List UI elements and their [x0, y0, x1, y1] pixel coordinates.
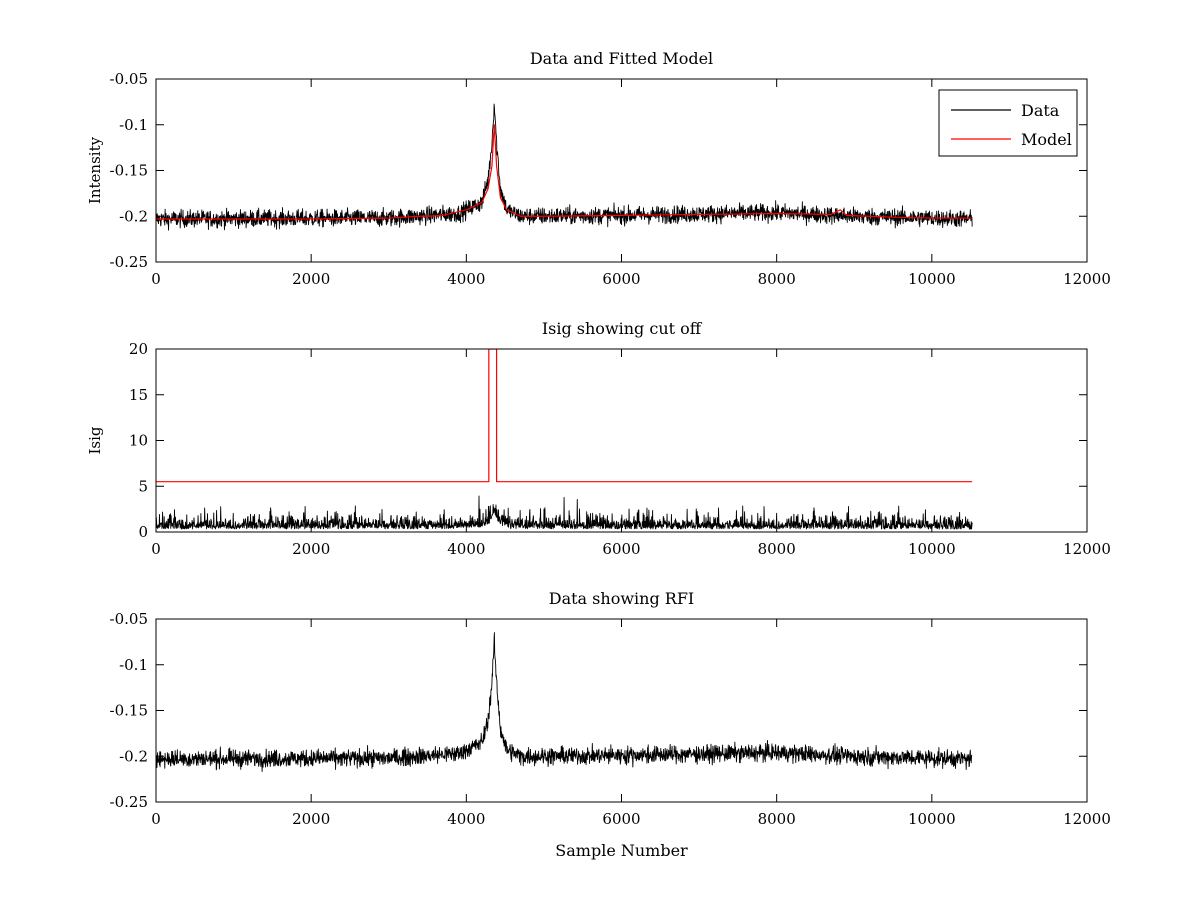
- y-tick-label: -0.25: [110, 253, 148, 271]
- series-group: [156, 349, 973, 530]
- y-tick-label: -0.05: [110, 70, 148, 88]
- y-tick-label: -0.05: [110, 610, 148, 628]
- x-tick-label: 12000: [1063, 540, 1111, 558]
- x-tick-label: 10000: [908, 810, 956, 828]
- series-cut-off-line: [156, 349, 973, 483]
- y-tick-label: 0: [138, 523, 148, 541]
- x-tick-label: 12000: [1063, 270, 1111, 288]
- x-tick-label: 6000: [602, 540, 640, 558]
- legend-label-model: Model: [1021, 130, 1072, 149]
- plot-area: [156, 619, 1087, 802]
- y-tick-label: 20: [129, 340, 148, 358]
- x-tick-label: 2000: [292, 540, 330, 558]
- chart-title: Isig showing cut off: [542, 319, 703, 338]
- series-group: [156, 632, 973, 772]
- series-group: [156, 103, 973, 231]
- x-tick-label: 4000: [447, 540, 485, 558]
- series-isig-line: [156, 495, 973, 530]
- series-data-line: [156, 632, 973, 772]
- y-tick-label: -0.15: [110, 702, 148, 720]
- chart-title: Data showing RFI: [549, 589, 694, 608]
- x-tick-label: 10000: [908, 540, 956, 558]
- y-axis-label: Intensity: [86, 136, 104, 204]
- x-tick-label: 2000: [292, 270, 330, 288]
- plot-area: [156, 79, 1087, 262]
- y-tick-label: 15: [129, 386, 148, 404]
- x-tick-label: 8000: [758, 540, 796, 558]
- y-tick-label: -0.2: [119, 207, 148, 225]
- y-tick-label: -0.25: [110, 793, 148, 811]
- series-model-line: [156, 124, 973, 220]
- x-tick-label: 2000: [292, 810, 330, 828]
- plot-area: [156, 349, 1087, 532]
- x-axis-label: Sample Number: [555, 841, 688, 860]
- y-tick-label: -0.2: [119, 747, 148, 765]
- legend: Data Model: [938, 89, 1078, 157]
- x-tick-label: 8000: [758, 270, 796, 288]
- x-tick-label: 4000: [447, 270, 485, 288]
- y-axis-label: Isig: [86, 426, 104, 454]
- legend-label-data: Data: [1021, 101, 1060, 120]
- subplot-2: 0 2000 4000 6000 8000 10000 12000 0 5 10 15 20 Isig …: [86, 319, 1111, 558]
- y-tick-label: -0.1: [119, 656, 148, 674]
- x-tick-label: 0: [151, 540, 161, 558]
- y-tick-label: 10: [129, 432, 148, 450]
- x-tick-label: 6000: [602, 270, 640, 288]
- y-tick-label: -0.1: [119, 116, 148, 134]
- chart-title: Data and Fitted Model: [530, 49, 713, 68]
- x-tick-label: 0: [151, 270, 161, 288]
- x-tick-label: 4000: [447, 810, 485, 828]
- subplot-1: 0 2000 4000 6000 8000 10000 12000 -0.05 -0.1 -0.1…: [86, 49, 1111, 288]
- x-tick-label: 0: [151, 810, 161, 828]
- y-tick-label: 5: [138, 477, 148, 495]
- y-tick-label: -0.15: [110, 162, 148, 180]
- legend-box: [938, 89, 1078, 157]
- x-tick-label: 6000: [602, 810, 640, 828]
- x-tick-label: 12000: [1063, 810, 1111, 828]
- subplot-3: 0 2000 4000 6000 8000 10000 12000 -0.05 -0.1 -0.1…: [110, 589, 1111, 860]
- x-tick-label: 8000: [758, 810, 796, 828]
- x-tick-label: 10000: [908, 270, 956, 288]
